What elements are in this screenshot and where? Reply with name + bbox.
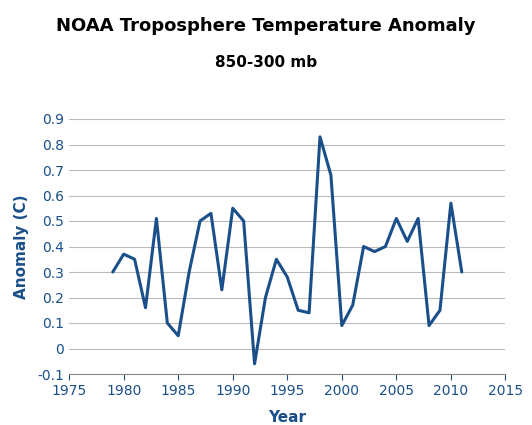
X-axis label: Year: Year bbox=[268, 410, 306, 425]
Text: 850-300 mb: 850-300 mb bbox=[215, 55, 317, 70]
Text: NOAA Troposphere Temperature Anomaly: NOAA Troposphere Temperature Anomaly bbox=[56, 17, 476, 35]
Y-axis label: Anomaly (C): Anomaly (C) bbox=[14, 194, 29, 299]
